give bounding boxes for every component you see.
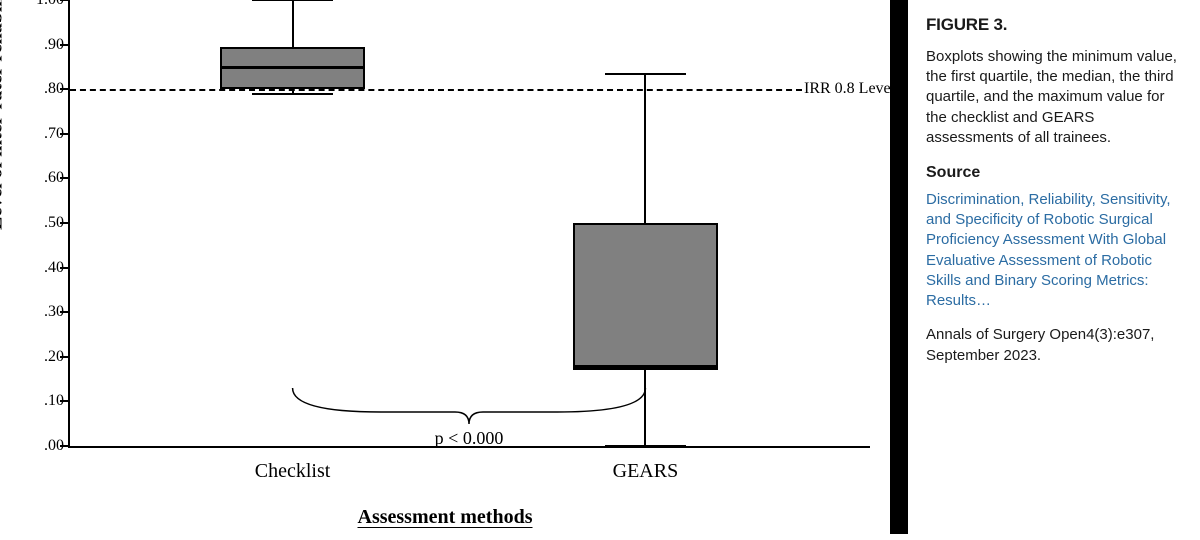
brace-annotation [0, 0, 900, 540]
source-link[interactable]: Discrimination, Reliability, Sensitivity… [926, 191, 1171, 309]
figure-sidebar: FIGURE 3. Boxplots showing the minimum v… [908, 0, 1200, 534]
chart-panel: Level of inter-rater reliability Assessm… [0, 0, 890, 534]
p-value-text: p < 0.000 [435, 428, 504, 449]
source-heading: Source [926, 162, 1184, 184]
figure-caption: Boxplots showing the minimum value, the … [926, 47, 1184, 148]
journal-citation: Annals of Surgery Open4(3):e307, Septemb… [926, 325, 1184, 366]
figure-label: FIGURE 3. [926, 14, 1184, 37]
